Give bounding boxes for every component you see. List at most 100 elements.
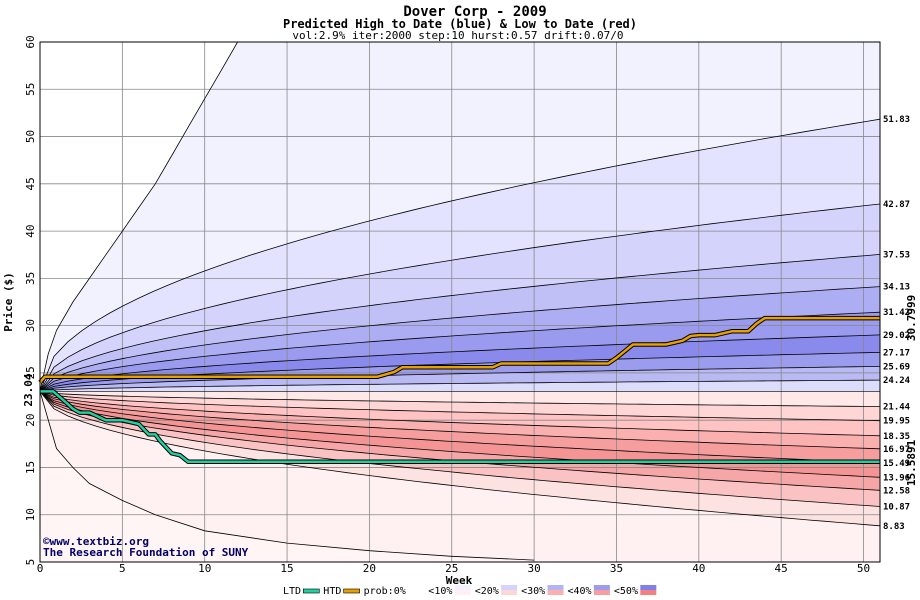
legend: LTD HTD prob:0% <10% <20% <30% <40% <50% [283,585,657,597]
x-tick-label: 35 [610,562,623,575]
percentile-line-1 [40,118,880,392]
low-band-0 [40,391,880,407]
legend-swatch [454,585,471,590]
x-tick-label: 15 [280,562,293,575]
credit-foundation: The Research Foundation of SUNY [43,546,249,559]
x-tick-label: 30 [527,562,540,575]
percentile-line-4 [40,286,880,392]
percentile-value-label: 51.83 [883,115,910,125]
legend-swatch [454,590,471,595]
legend-swatch [302,588,320,594]
percentile-value-label: 16.97 [883,445,910,455]
percentile-value-label: 37.53 [883,250,910,260]
y-tick-label: 5 [24,559,37,566]
chart-params: vol:2.9% iter:2000 step:10 hurst:0.57 dr… [292,29,623,42]
legend-swatch [640,590,657,595]
high-band-4 [40,286,880,392]
x-tick-label: 0 [37,562,44,575]
low-band-6 [40,391,880,491]
legend-label: HTD [323,586,341,597]
legend-swatch [593,590,610,595]
y-axis-label: Price ($) [2,272,15,332]
percentile-line-9 [40,379,880,392]
percentile-value-label: 24.24 [883,376,911,386]
legend-swatch [547,590,564,595]
percentile-line-13 [40,391,880,450]
x-tick-label: 40 [692,562,705,575]
percentile-line-19 [40,391,535,561]
percentile-value-label: 31.42 [883,308,910,318]
high-band-2 [40,204,880,392]
legend-label: <50% [614,586,638,597]
percentile-line-10 [40,391,880,407]
high-band-5 [40,312,880,392]
percentile-value-label: 12.58 [883,486,910,496]
ltd-end-label: 15.5891 [905,439,918,486]
x-tick-label: 25 [445,562,458,575]
percentile-value-label: 15.49 [883,459,910,469]
percentile-line-0 [40,42,238,392]
legend-swatch [640,585,657,590]
low-band-5 [40,391,880,478]
percentile-line-6 [40,334,880,392]
low-band-7 [40,391,880,507]
percentile-value-label: 27.17 [883,348,910,358]
percentile-line-8 [40,366,880,392]
x-tick-label: 20 [363,562,376,575]
percentile-bound-lines [40,42,880,561]
low-band-9 [40,391,880,562]
y-tick-label: 25 [24,366,37,379]
legend-label: prob:0% [364,586,406,597]
y-tick-label: 35 [24,272,37,285]
credit-website: ©www.textbiz.org [43,535,149,548]
htd-line [39,316,880,384]
low-band-3 [40,391,880,449]
percentile-line-17 [40,391,880,507]
x-tick-label: 45 [775,562,788,575]
percentile-value-label: 18.35 [883,432,910,442]
high-band-3 [40,254,880,392]
percentile-line-15 [40,391,880,478]
x-axis-label: Week [446,574,473,587]
legend-label: <20% [475,586,499,597]
percentile-value-label: 8.83 [883,522,905,532]
high-band-9 [40,380,880,392]
legend-label: LTD [283,586,301,597]
percentile-value-label: 29.02 [883,331,910,341]
legend-swatch [501,590,518,595]
ltd-line [40,390,880,464]
y-tick-label: 10 [24,508,37,521]
percentile-line-3 [40,254,880,392]
low-band-8 [40,391,880,526]
series-lines [38,315,880,465]
low-band-1 [40,391,880,421]
percentile-value-label: 10.87 [883,503,910,513]
y-tick-label: 30 [24,319,37,332]
high-band-7 [40,352,880,392]
chart-subtitle: Predicted High to Date (blue) & Low to D… [283,17,637,31]
low-band-4 [40,391,880,463]
x-tick-label: 10 [198,562,211,575]
y-tick-label: 45 [24,177,37,190]
axes [39,41,881,563]
htd-end-label: 30.7999 [905,295,918,341]
percentile-value-label: 34.13 [883,283,910,293]
y-tick-label: 20 [24,414,37,427]
legend-swatch [501,585,518,590]
y-tick-label: 15 [24,461,37,474]
percentile-value-label: 19.95 [883,417,910,427]
y-tick-label: 40 [24,224,37,237]
start-price-label: 23.04 [22,373,35,406]
legend-swatch [343,588,360,594]
plot-frame [39,41,881,563]
legend-swatch [408,585,425,590]
y-tick-label: 50 [24,130,37,143]
y-tick-label: 60 [24,35,37,48]
chart-text: Dover Corp - 2009 Predicted High to Date… [2,4,918,587]
chart-title: Dover Corp - 2009 [403,4,546,20]
legend-label: <10% [428,586,452,597]
legend-swatch [593,585,610,590]
high-band-1 [40,119,880,392]
percentile-value-label: 21.44 [883,403,911,413]
